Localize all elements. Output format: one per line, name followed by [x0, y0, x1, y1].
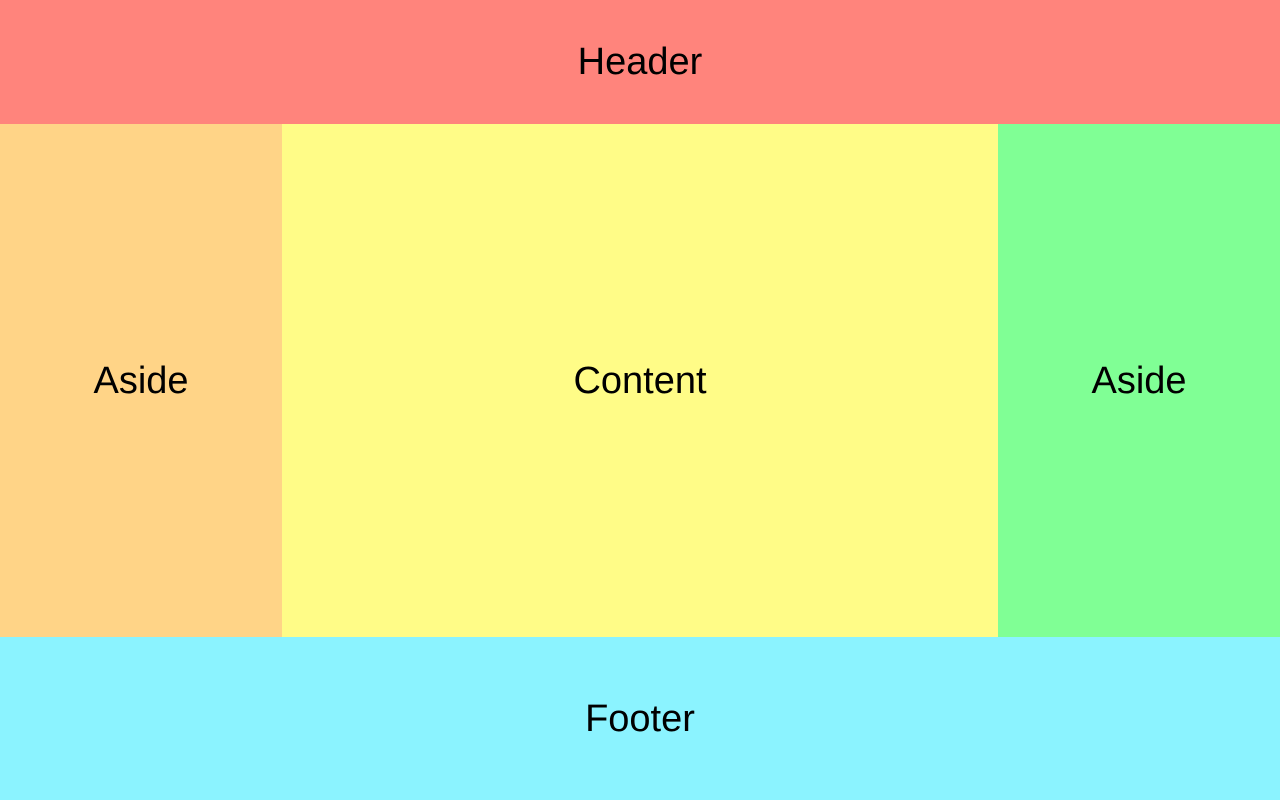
content-label: Content: [573, 359, 707, 402]
left-aside-label: Aside: [93, 359, 189, 402]
left-aside-region: Aside: [0, 124, 282, 637]
header-label: Header: [577, 41, 703, 83]
right-aside-region: Aside: [998, 124, 1280, 637]
footer-label: Footer: [585, 697, 695, 740]
right-aside-label: Aside: [1091, 359, 1187, 402]
content-region: Content: [282, 124, 998, 637]
footer-region: Footer: [0, 637, 1280, 800]
header-region: Header: [0, 0, 1280, 124]
